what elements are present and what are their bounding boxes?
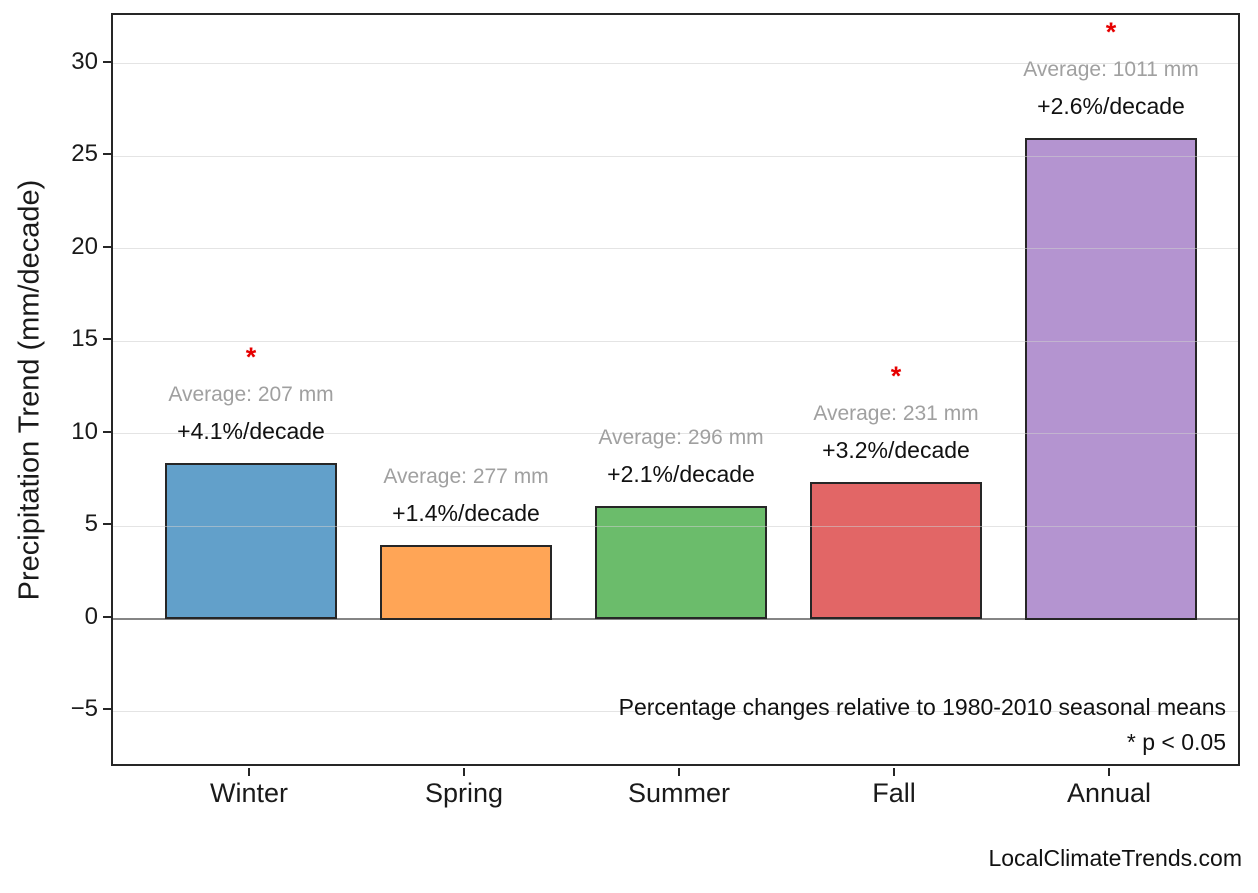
trend-label-annual: +2.6%/decade [1037, 92, 1185, 119]
x-tick-mark-annual [1108, 768, 1110, 776]
trend-label-winter: +4.1%/decade [177, 418, 325, 445]
bar-fall [810, 481, 982, 620]
gridline--5 [113, 710, 1238, 712]
gridline-20 [113, 248, 1238, 249]
average-label-fall: Average: 231 mm [813, 401, 979, 425]
x-tick-mark-fall [893, 768, 895, 776]
y-tick-label--5: −5 [70, 695, 98, 722]
bar-summer [595, 505, 767, 620]
y-tick-mark-5 [103, 523, 111, 525]
watermark: LocalClimateTrends.com [988, 845, 1242, 871]
significance-asterisk-winter: * [245, 342, 257, 373]
average-label-annual: Average: 1011 mm [1023, 57, 1199, 81]
plot-area: +4.1%/decade Average: 207 mm * +1.4%/decade… [111, 13, 1240, 766]
y-tick-label-10: 10 [71, 417, 98, 445]
gridline-25 [113, 155, 1238, 157]
y-tick-label-25: 25 [71, 140, 98, 167]
x-tick-mark-spring [463, 768, 465, 776]
significance-asterisk-annual: * [1105, 16, 1117, 47]
x-label-summer: Summer [627, 778, 730, 808]
bar-winter [165, 463, 337, 620]
trend-label-summer: +2.1%/decade [607, 460, 755, 487]
y-tick-mark-25 [103, 153, 111, 155]
footnote-percentage-note: Percentage changes relative to 1980-2010… [618, 694, 1226, 720]
bar-spring [380, 544, 552, 620]
gridline-10 [113, 433, 1238, 434]
y-tick-mark-10 [103, 430, 111, 433]
gridline-30 [113, 63, 1238, 64]
average-label-spring: Average: 277 mm [383, 464, 549, 488]
footnote-block: Percentage changes relative to 1980-2010… [619, 690, 1226, 760]
y-tick-label-5: 5 [84, 510, 98, 537]
y-tick-label-15: 15 [71, 325, 98, 352]
gridline-15 [113, 340, 1238, 342]
trend-label-fall: +3.2%/decade [822, 436, 970, 463]
x-tick-mark-winter [248, 768, 250, 776]
x-tick-mark-summer [678, 768, 680, 776]
y-tick-mark-30 [103, 60, 111, 63]
x-label-fall: Fall [872, 778, 916, 808]
x-label-spring: Spring [424, 778, 504, 808]
x-label-annual: Annual [1066, 778, 1152, 808]
x-label-winter: Winter [209, 778, 288, 808]
footnote-significance-note: * p < 0.05 [1126, 729, 1226, 755]
y-tick-label-20: 20 [71, 232, 98, 260]
gridline-5 [113, 525, 1238, 527]
trend-label-spring: +1.4%/decade [392, 499, 540, 526]
significance-asterisk-fall: * [890, 360, 902, 391]
average-label-winter: Average: 207 mm [168, 383, 334, 407]
y-tick-label-30: 30 [71, 47, 98, 75]
average-label-summer: Average: 296 mm [598, 425, 764, 449]
y-tick-label-0: 0 [84, 602, 98, 630]
bar-annual [1025, 137, 1197, 620]
y-tick-mark--5 [103, 708, 111, 710]
y-tick-mark-20 [103, 245, 111, 248]
y-tick-mark-15 [103, 338, 111, 340]
y-tick-mark-0 [103, 615, 111, 618]
